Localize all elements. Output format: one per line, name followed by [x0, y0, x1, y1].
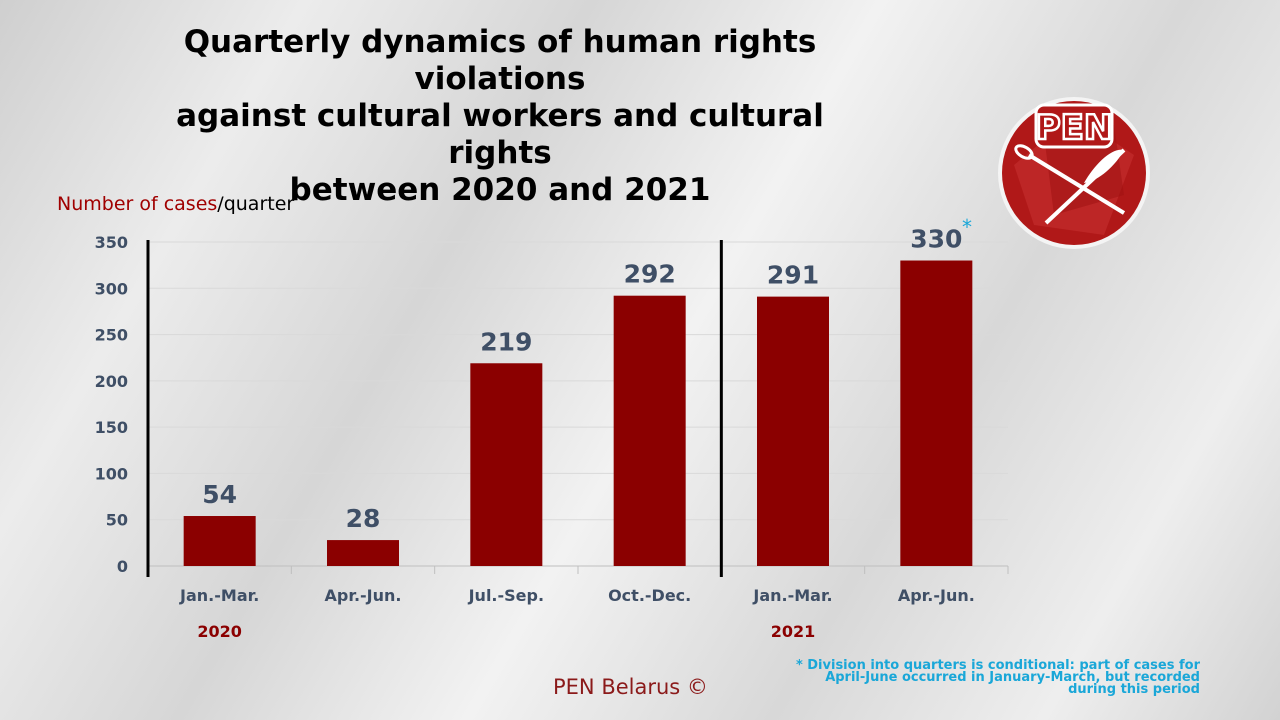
y-axis-label-main: Number of cases — [57, 193, 218, 215]
y-axis-label-unit: /quarter — [217, 193, 295, 215]
bar — [327, 540, 399, 566]
title-line-3: between 2020 and 2021 — [289, 172, 711, 208]
y-tick-label: 200 — [95, 372, 128, 391]
y-tick-label: 50 — [106, 511, 128, 530]
y-tick-label: 300 — [95, 279, 128, 298]
bar — [900, 260, 973, 566]
year-group-label: 2020 — [197, 622, 242, 641]
y-tick-label: 350 — [95, 233, 128, 252]
x-tick-label: Apr.-Jun. — [325, 586, 402, 605]
bar-value-label: 219 — [480, 327, 532, 356]
y-tick-label: 0 — [117, 557, 128, 576]
bar — [470, 363, 543, 566]
year-group-label: 2021 — [771, 622, 816, 641]
footnote-line-2: April-June occurred in January-March, bu… — [825, 670, 1200, 685]
bar-value-label: 330 — [910, 225, 962, 254]
bar — [613, 295, 686, 566]
x-tick-label: Jan.-Mar. — [752, 586, 832, 605]
y-axis-label: Number of cases/quarter — [57, 193, 294, 215]
svg-text:PEN: PEN — [1036, 108, 1113, 148]
footnote-asterisk: * — [962, 215, 972, 239]
y-tick-label: 150 — [95, 418, 128, 437]
y-tick-label: 250 — [95, 326, 128, 345]
footnote-line-3: during this period — [1068, 682, 1200, 697]
y-tick-label: 100 — [95, 464, 128, 483]
title-line-1: Quarterly dynamics of human rights viola… — [183, 24, 817, 97]
bar — [183, 516, 256, 566]
bar-value-label: 28 — [346, 504, 381, 533]
bar — [757, 296, 829, 566]
pen-logo-icon: PEN — [998, 97, 1150, 249]
bar-value-label: 291 — [767, 261, 819, 290]
x-tick-label: Jan.-Mar. — [179, 586, 259, 605]
bar-value-label: 54 — [202, 480, 237, 509]
x-tick-label: Jul.-Sep. — [468, 586, 544, 605]
footer-credit: PEN Belarus © — [553, 675, 708, 699]
footnote: * Division into quarters is conditional:… — [740, 658, 1200, 697]
title-line-2: against cultural workers and cultural ri… — [176, 98, 824, 171]
x-tick-label: Oct.-Dec. — [608, 586, 691, 605]
footnote-line-1: * Division into quarters is conditional:… — [795, 658, 1200, 673]
chart-title: Quarterly dynamics of human rights viola… — [150, 24, 850, 209]
bar-value-label: 292 — [624, 260, 676, 289]
x-tick-label: Apr.-Jun. — [898, 586, 975, 605]
